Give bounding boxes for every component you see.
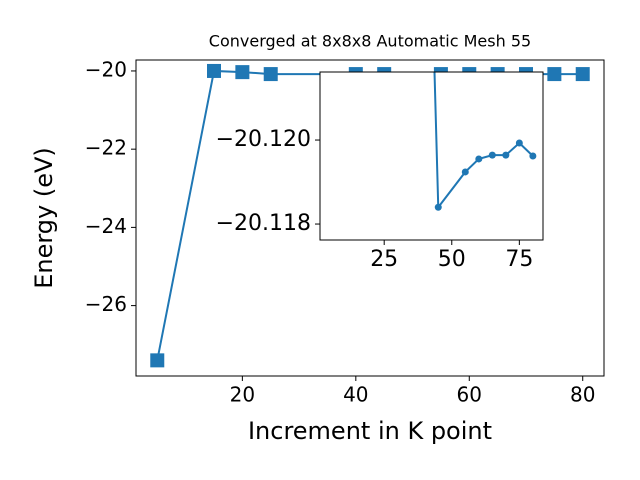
marker [529,152,537,160]
x-axis-label: Increment in K point [248,417,492,445]
axes-frame [319,71,544,241]
y-tick-label: −20 [85,57,127,81]
y-tick-label: −20.118 [216,211,311,236]
x-tick-label: 60 [457,383,482,407]
axes-frame [135,59,605,377]
marker [502,151,510,159]
y-tick-label: −26 [85,292,127,316]
marker [263,67,278,82]
axes-background [320,72,543,240]
marker [547,67,562,82]
y-tick-label: −22 [85,136,127,160]
marker [515,139,523,147]
marker [461,168,469,176]
marker [235,65,250,80]
marker [575,67,590,82]
marker [488,151,496,159]
y-tick-label: −20.120 [216,127,311,152]
chart-title: Converged at 8x8x8 Automatic Mesh 55 [209,32,531,51]
x-tick-label: 75 [505,247,533,272]
marker [207,63,221,78]
marker [150,353,165,368]
x-tick-label: 50 [438,247,466,272]
x-tick-label: 80 [570,383,595,407]
plot-area [433,72,537,211]
x-tick-label: 20 [230,383,255,407]
x-tick-label: 25 [370,247,398,272]
marker [434,203,442,211]
y-tick-label: −24 [85,214,127,238]
marker [475,155,483,163]
y-axis-label: Energy (eV) [30,147,58,289]
axes: 25 50 75 −20.120 −20.118 [216,71,544,272]
x-tick-label: 40 [343,383,368,407]
